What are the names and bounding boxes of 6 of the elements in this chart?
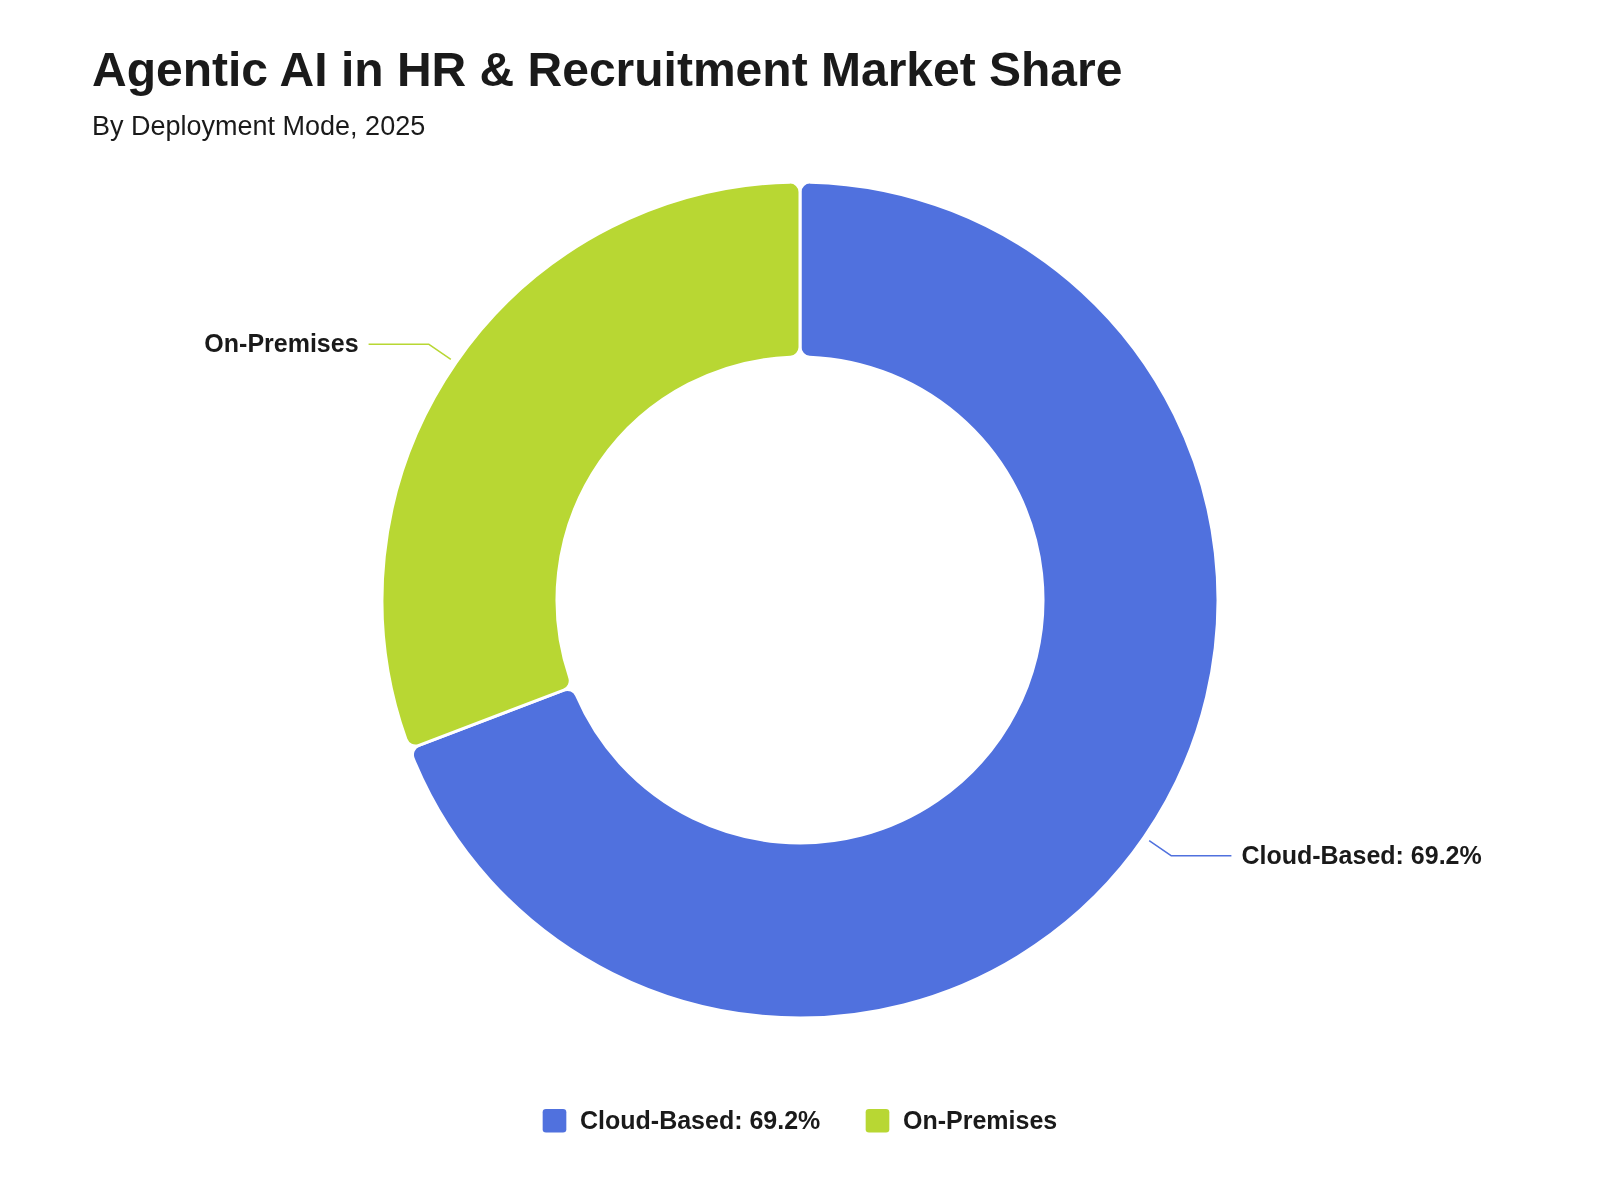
chart-subtitle: By Deployment Mode, 2025: [92, 111, 426, 141]
legend-label: On-Premises: [903, 1105, 1058, 1134]
legend-label: Cloud-Based: 69.2%: [580, 1105, 821, 1134]
chart-title: Agentic AI in HR & Recruitment Market Share: [92, 43, 1123, 96]
slice-label: Cloud-Based: 69.2%: [1241, 840, 1482, 869]
slice-label: On-Premises: [204, 329, 359, 358]
